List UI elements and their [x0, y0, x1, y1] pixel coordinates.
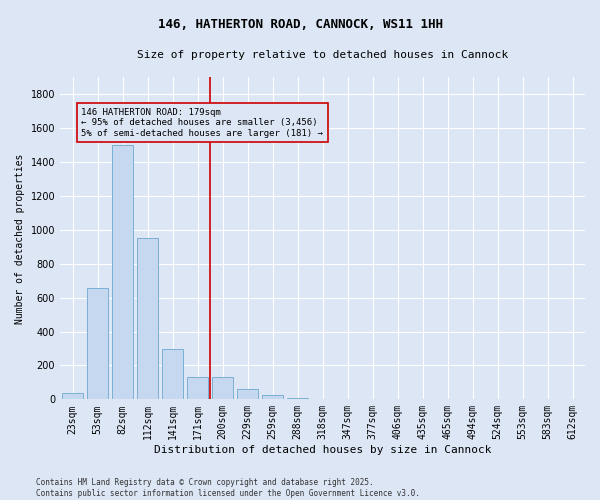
Text: Contains HM Land Registry data © Crown copyright and database right 2025.
Contai: Contains HM Land Registry data © Crown c… — [36, 478, 420, 498]
Bar — [137, 238, 158, 400]
Bar — [87, 288, 108, 400]
Bar — [262, 395, 283, 400]
Y-axis label: Number of detached properties: Number of detached properties — [15, 153, 25, 324]
Bar — [212, 378, 233, 400]
Bar — [62, 392, 83, 400]
Text: 146 HATHERTON ROAD: 179sqm
← 95% of detached houses are smaller (3,456)
5% of se: 146 HATHERTON ROAD: 179sqm ← 95% of deta… — [81, 108, 323, 138]
Bar — [162, 350, 183, 400]
Bar — [287, 398, 308, 400]
Title: Size of property relative to detached houses in Cannock: Size of property relative to detached ho… — [137, 50, 508, 60]
X-axis label: Distribution of detached houses by size in Cannock: Distribution of detached houses by size … — [154, 445, 491, 455]
Text: 146, HATHERTON ROAD, CANNOCK, WS11 1HH: 146, HATHERTON ROAD, CANNOCK, WS11 1HH — [157, 18, 443, 30]
Bar — [237, 389, 258, 400]
Bar — [112, 145, 133, 400]
Bar — [187, 378, 208, 400]
